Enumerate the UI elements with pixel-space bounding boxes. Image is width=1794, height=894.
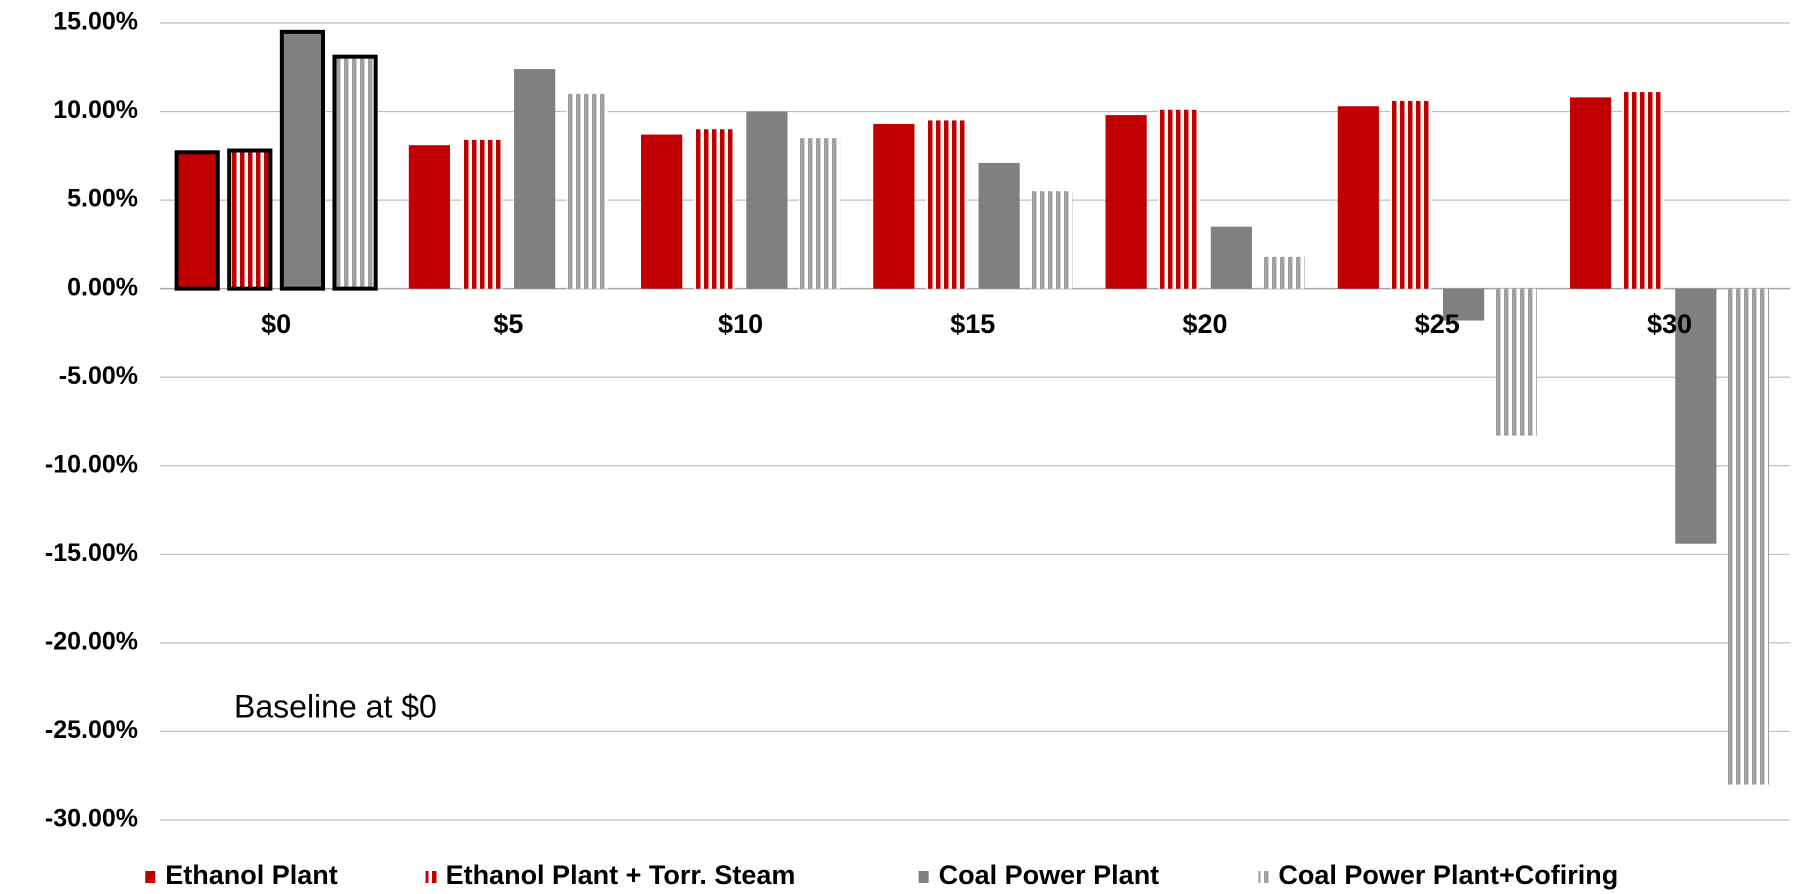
bar: [873, 123, 915, 289]
y-tick-label: 10.00%: [53, 96, 138, 124]
legend-item: Coal Power Plant+Cofiring: [1258, 860, 1618, 890]
legend-item: Coal Power Plant: [918, 860, 1160, 890]
bar: [746, 111, 788, 289]
bar: [1675, 288, 1717, 544]
legend-label: Ethanol Plant + Torr. Steam: [446, 860, 796, 890]
bar: [1727, 288, 1770, 785]
annotation: Baseline at $0: [234, 688, 437, 724]
legend-label: Coal Power Plant+Cofiring: [1278, 860, 1618, 890]
legend-label: Ethanol Plant: [165, 860, 338, 890]
bar: [925, 120, 968, 289]
y-tick-label: -25.00%: [45, 716, 138, 744]
x-tick-label: $25: [1415, 309, 1460, 339]
y-tick-label: 5.00%: [67, 185, 138, 213]
bar: [279, 29, 326, 291]
bar: [1495, 288, 1537, 436]
bar: [978, 162, 1020, 289]
legend-swatch: [145, 871, 156, 883]
bar: [1105, 115, 1147, 289]
x-tick-label: $0: [261, 309, 291, 339]
bar: [408, 145, 451, 289]
y-tick-label: 15.00%: [53, 8, 138, 36]
bar: [798, 138, 841, 289]
legend-swatch: [425, 871, 438, 883]
legend-item: Ethanol Plant: [145, 860, 338, 890]
bar: [1622, 92, 1664, 289]
y-tick-label: -10.00%: [45, 450, 138, 478]
legend-swatch: [918, 871, 929, 883]
bar: [693, 129, 735, 289]
bar: [1031, 191, 1073, 289]
bar: [641, 134, 683, 289]
x-tick-label: $10: [718, 309, 763, 339]
x-tick-label: $20: [1183, 309, 1228, 339]
legend-item: Ethanol Plant + Torr. Steam: [425, 860, 796, 890]
bar: [461, 139, 503, 289]
bar: [174, 150, 220, 291]
y-tick-label: -30.00%: [45, 805, 138, 833]
x-tick-label: $30: [1647, 309, 1692, 339]
x-tick-label: $15: [950, 309, 995, 339]
y-tick-label: -20.00%: [45, 627, 138, 655]
y-tick-label: 0.00%: [67, 273, 138, 301]
bar: [1390, 100, 1432, 289]
bar: [1263, 256, 1305, 289]
y-tick-label: -5.00%: [59, 362, 138, 390]
bar: [1569, 97, 1612, 289]
y-tick-label: -15.00%: [45, 539, 138, 567]
bar: [1210, 226, 1252, 289]
legend-label: Coal Power Plant: [939, 860, 1160, 890]
bar: [227, 148, 273, 291]
bar: [1158, 109, 1200, 289]
bar: [514, 69, 556, 289]
legend-swatch: [1258, 871, 1271, 883]
x-tick-label: $5: [493, 309, 523, 339]
bar: [1337, 106, 1379, 289]
bar: [1442, 288, 1485, 321]
bar: [566, 93, 608, 289]
bar: [332, 54, 378, 291]
